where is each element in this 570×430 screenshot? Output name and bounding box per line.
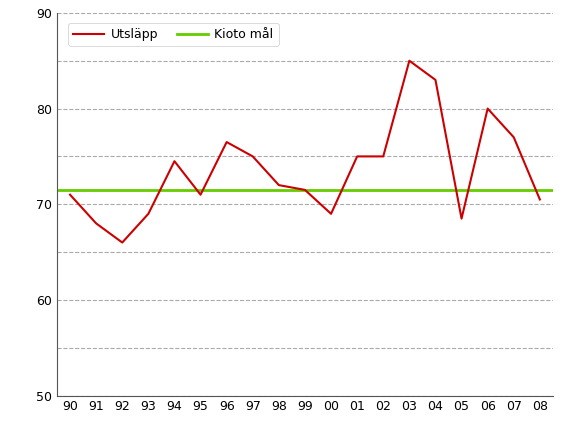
Utsläpp	[223, 139, 230, 144]
Utsläpp	[302, 187, 308, 193]
Utsläpp	[197, 192, 204, 197]
Legend: Utsläpp, Kioto mål: Utsläpp, Kioto mål	[68, 23, 279, 46]
Utsläpp	[171, 159, 178, 164]
Utsläpp	[484, 106, 491, 111]
Utsläpp	[380, 154, 386, 159]
Utsläpp	[67, 192, 74, 197]
Utsläpp	[249, 154, 256, 159]
Utsläpp	[275, 182, 282, 187]
Line: Utsläpp: Utsläpp	[70, 61, 540, 243]
Utsläpp	[406, 58, 413, 63]
Utsläpp	[119, 240, 125, 245]
Utsläpp	[328, 211, 335, 216]
Utsläpp	[458, 216, 465, 221]
Utsläpp	[354, 154, 361, 159]
Utsläpp	[93, 221, 100, 226]
Utsläpp	[510, 135, 517, 140]
Utsläpp	[432, 77, 439, 83]
Utsläpp	[145, 211, 152, 216]
Utsläpp	[536, 197, 543, 202]
